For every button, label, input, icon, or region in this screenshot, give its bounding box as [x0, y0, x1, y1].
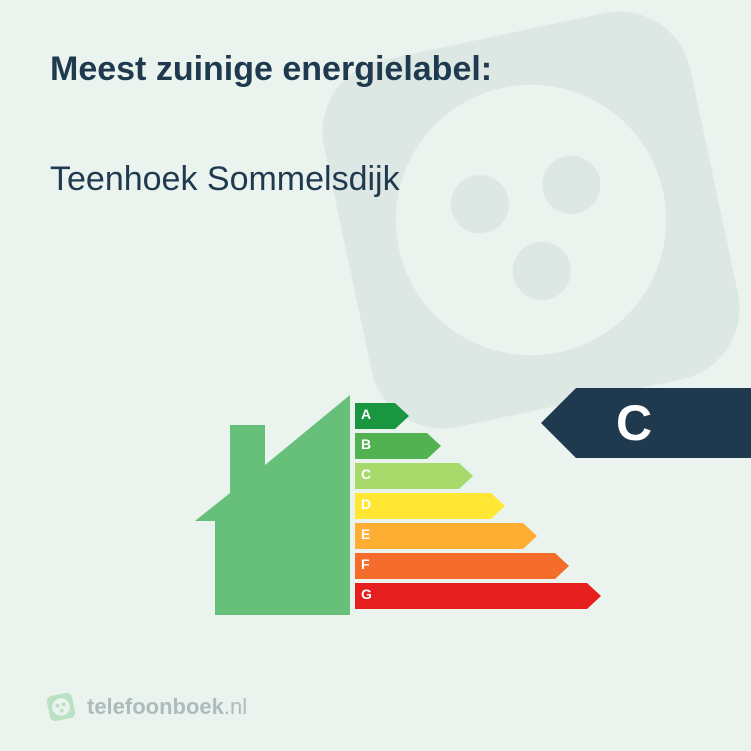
- energy-bar-label: E: [361, 526, 370, 542]
- house-icon: [175, 395, 350, 615]
- energy-bar-label: F: [361, 556, 370, 572]
- footer-brand-light: .nl: [224, 694, 247, 719]
- page-title: Meest zuinige energielabel:: [50, 50, 492, 89]
- energy-label-chart: ABCDEFG: [175, 395, 575, 615]
- rating-badge: C: [541, 388, 751, 458]
- energy-bar-label: D: [361, 496, 371, 512]
- footer-logo-icon: [45, 691, 77, 723]
- energy-bar-label: G: [361, 586, 372, 602]
- footer-brand: telefoonboek.nl: [87, 694, 247, 720]
- footer-brand-bold: telefoonboek: [87, 694, 224, 719]
- energy-bar-label: C: [361, 466, 371, 482]
- footer: telefoonboek.nl: [45, 691, 247, 723]
- svg-text:C: C: [616, 395, 652, 451]
- energy-bar-label: A: [361, 406, 371, 422]
- location-name: Teenhoek Sommelsdijk: [50, 160, 400, 199]
- energy-bar-label: B: [361, 436, 371, 452]
